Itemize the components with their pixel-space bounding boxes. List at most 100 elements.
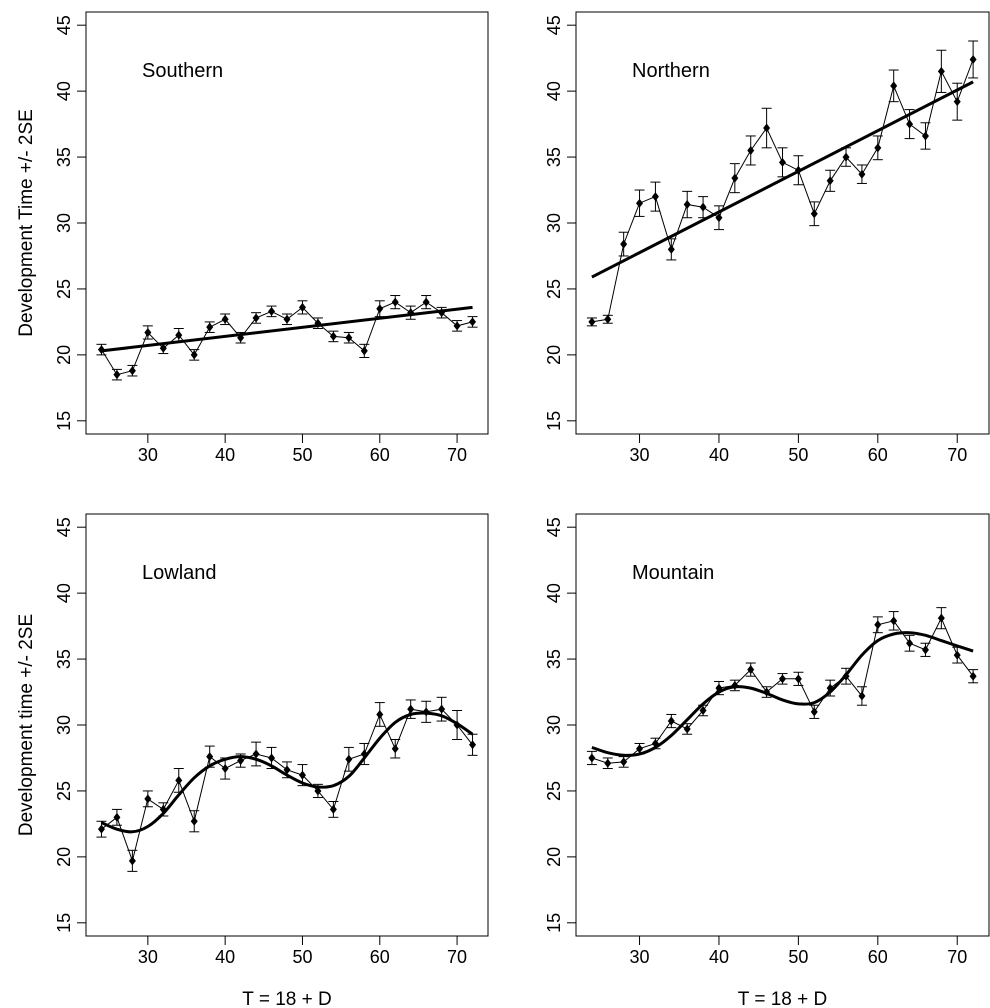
data-point (921, 645, 929, 655)
y-tick-label: 35 (544, 649, 564, 669)
data-point (283, 314, 291, 324)
data-point (360, 749, 368, 759)
y-tick-label: 20 (54, 847, 74, 867)
y-tick-label: 40 (54, 583, 74, 603)
data-point (422, 707, 430, 717)
data-point (175, 775, 183, 785)
data-point (237, 756, 245, 766)
x-axis-title: T = 18 + D (242, 989, 331, 1008)
data-point (747, 665, 755, 675)
data-point (953, 97, 961, 107)
x-axis-title: T = 18 + D (738, 989, 827, 1008)
series-line (591, 617, 974, 764)
data-point (588, 317, 596, 327)
y-axis-title: Development time +/- 2SE (16, 614, 37, 836)
data-point (826, 683, 834, 693)
data-point (906, 638, 914, 648)
data-point (604, 314, 612, 324)
x-tick-label: 70 (947, 947, 967, 967)
data-point (97, 345, 105, 355)
panel-label: Mountain (632, 562, 714, 584)
x-tick-label: 70 (447, 947, 467, 967)
y-tick-label: 20 (54, 345, 74, 365)
data-point (329, 804, 337, 814)
data-point (298, 302, 306, 312)
data-point (890, 81, 898, 91)
data-point (699, 705, 707, 715)
data-point (810, 209, 818, 219)
data-point (906, 119, 914, 129)
series-line (101, 708, 473, 863)
y-tick-label: 35 (54, 147, 74, 167)
y-tick-label: 35 (544, 147, 564, 167)
data-point (422, 297, 430, 307)
data-point (252, 749, 260, 759)
data-point (651, 738, 659, 748)
data-point (715, 683, 723, 693)
data-point (842, 671, 850, 681)
data-point (144, 327, 152, 337)
x-tick-label: 50 (788, 445, 808, 465)
data-point (314, 318, 322, 328)
y-tick-label: 35 (54, 649, 74, 669)
data-point (144, 794, 152, 804)
panel-mountain: 30 40 50 60 70 15 20 25 30 35 40 45 Mountain T = 18 +… (544, 513, 990, 1008)
y-tick-label: 45 (54, 517, 74, 537)
y-tick-label: 25 (54, 279, 74, 299)
y-tick-label: 45 (544, 517, 564, 537)
y-tick-label: 30 (54, 213, 74, 233)
data-point (588, 753, 596, 763)
x-tick-label: 40 (709, 445, 729, 465)
data-point (329, 331, 337, 341)
data-point (407, 308, 415, 318)
data-point (763, 687, 771, 697)
data-point (779, 157, 786, 167)
x-tick-label: 60 (370, 445, 390, 465)
data-point (469, 740, 477, 750)
x-tick-label: 40 (215, 445, 235, 465)
x-tick-label: 70 (447, 445, 467, 465)
data-point (636, 744, 644, 754)
data-point (890, 616, 898, 626)
panel-southern: 30 40 50 60 70 15 20 25 30 35 40 45 Southern Developm… (16, 11, 489, 465)
data-point (128, 856, 136, 866)
y-tick-label: 25 (54, 781, 74, 801)
data-point (190, 350, 198, 360)
x-tick-label: 30 (138, 947, 158, 967)
y-tick-label: 45 (54, 15, 74, 35)
data-point (283, 765, 291, 775)
data-point (874, 143, 882, 153)
data-point (97, 824, 105, 834)
data-point (858, 169, 866, 179)
data-point (651, 192, 659, 202)
data-point (794, 165, 802, 175)
panel-label: Southern (142, 60, 223, 82)
data-point (469, 317, 477, 327)
x-tick-label: 40 (709, 947, 729, 967)
data-point (969, 54, 977, 64)
data-point (268, 753, 276, 763)
data-point (159, 804, 167, 814)
data-point (604, 758, 612, 768)
data-point (453, 720, 461, 730)
data-point (810, 707, 818, 717)
data-point (113, 812, 121, 822)
x-tick-label: 50 (292, 947, 312, 967)
fit-line (591, 80, 974, 279)
data-point (221, 314, 229, 324)
data-point (620, 239, 628, 249)
data-point (937, 66, 945, 76)
x-tick-label: 30 (630, 947, 650, 967)
x-tick-label: 30 (138, 445, 158, 465)
data-point (407, 704, 415, 714)
panel-northern: 30 40 50 60 70 15 20 25 30 35 40 45 Northern (544, 11, 990, 465)
y-tick-label: 20 (544, 847, 564, 867)
y-tick-label: 30 (544, 715, 564, 735)
x-tick-label: 60 (868, 947, 888, 967)
panel-label: Lowland (142, 562, 217, 584)
x-tick-label: 40 (215, 947, 235, 967)
y-tick-label: 30 (544, 213, 564, 233)
y-tick-label: 40 (54, 81, 74, 101)
data-point (438, 704, 446, 714)
